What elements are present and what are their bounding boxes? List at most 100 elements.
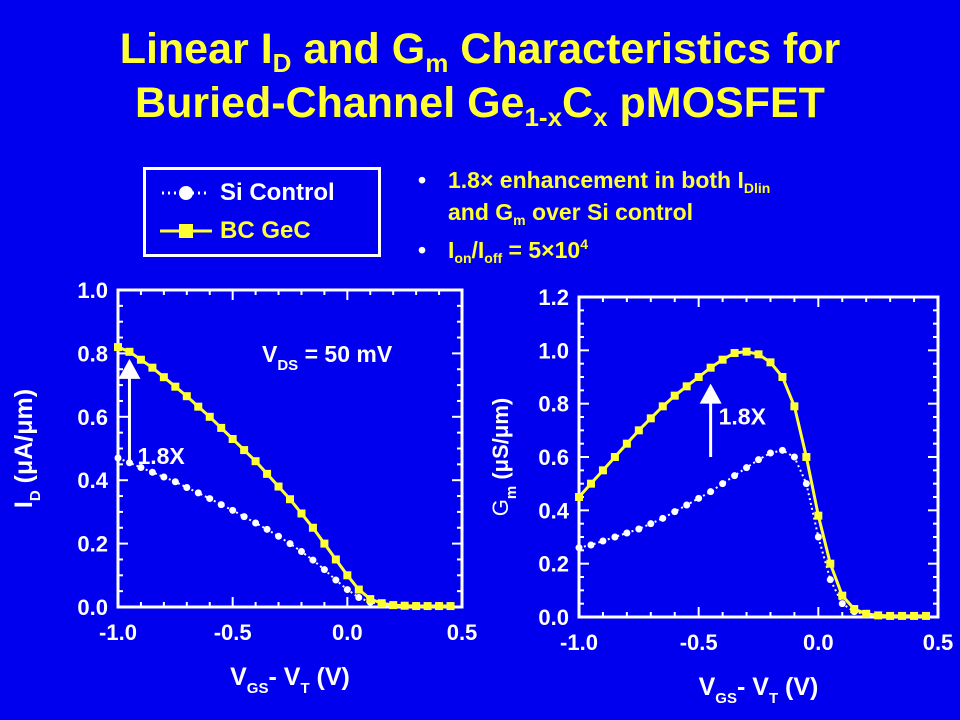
- y-tick-label: 0.4: [538, 498, 569, 523]
- bullet-enhancement: • 1.8× enhancement in both IDlin and Gm …: [418, 164, 948, 228]
- si-point: [217, 501, 225, 509]
- si-point: [695, 494, 703, 502]
- bc-point: [838, 591, 847, 600]
- bc-point: [646, 414, 655, 423]
- bc-point: [194, 402, 203, 411]
- bc-point: [343, 571, 352, 580]
- si-point: [719, 480, 727, 488]
- si-point: [766, 449, 774, 457]
- si-point: [599, 537, 607, 545]
- bullet-text: over Si control: [525, 199, 694, 225]
- bc-point: [682, 382, 691, 391]
- bc-point: [814, 511, 823, 520]
- bc-point: [670, 391, 679, 400]
- si-point: [286, 540, 294, 548]
- si-point: [755, 456, 762, 464]
- si-point: [125, 459, 133, 467]
- bc-point: [742, 347, 751, 356]
- legend-item-bc: BC GeC: [158, 216, 378, 246]
- si-point: [206, 495, 214, 503]
- bc-point: [148, 363, 157, 372]
- bc-point: [366, 595, 375, 604]
- bc-point: [898, 611, 907, 620]
- si-point: [623, 529, 631, 537]
- si-point: [647, 520, 655, 528]
- legend-label-bc: BC GeC: [220, 217, 311, 244]
- si-point: [790, 453, 798, 461]
- si-point: [611, 533, 619, 541]
- title-text: pMOSFET: [607, 79, 825, 127]
- bc-point: [802, 453, 811, 461]
- title-line-2: Buried-Channel Ge1-xCx pMOSFET: [0, 76, 960, 130]
- si-point: [355, 593, 363, 601]
- bc-point: [171, 382, 180, 391]
- y-tick-label: 0.4: [77, 468, 108, 493]
- y-tick-label: 1.2: [538, 285, 569, 310]
- bullet-superscript: 4: [580, 236, 588, 252]
- si-point: [332, 576, 340, 584]
- x-tick-label: -0.5: [680, 630, 718, 655]
- bullet-text: and G: [448, 199, 514, 225]
- bullet-list: • 1.8× enhancement in both IDlin and Gm …: [418, 164, 948, 266]
- si-point: [320, 566, 328, 574]
- bc-point: [706, 363, 715, 372]
- x-tick-label: 0.5: [447, 620, 478, 645]
- si-point: [635, 525, 643, 533]
- bc-point: [297, 509, 306, 518]
- bc-point: [622, 439, 631, 448]
- title-subscript: 1-x: [524, 102, 563, 132]
- si-point: [707, 488, 715, 496]
- bc-point: [446, 602, 455, 611]
- si-point: [826, 576, 834, 584]
- bc-point: [778, 373, 787, 381]
- y-tick-label: 0.0: [538, 605, 569, 630]
- bc-point: [922, 611, 931, 620]
- bullet-highlight: 1.8×: [448, 167, 494, 193]
- y-axis-label: ID (μA/μm): [10, 389, 44, 508]
- bullet-text: = 5×10: [502, 237, 581, 263]
- si-point: [659, 514, 667, 522]
- bc-marker-icon: [160, 224, 212, 238]
- bc-point: [354, 585, 363, 594]
- bullet-subscript: on: [454, 250, 472, 266]
- title-text: and G: [291, 25, 426, 73]
- title-subscript: D: [272, 48, 292, 78]
- bc-point: [850, 605, 859, 613]
- bc-point: [125, 347, 134, 356]
- y-tick-label: 0.2: [538, 552, 569, 577]
- si-point: [275, 532, 283, 540]
- bc-point: [610, 453, 619, 461]
- si-point: [671, 508, 679, 516]
- bc-point: [331, 555, 340, 564]
- x-axis-label: VGS- VT (V): [699, 673, 819, 707]
- bc-point: [228, 434, 237, 443]
- si-point: [575, 544, 583, 552]
- legend-label-si: Si Control: [220, 179, 335, 206]
- arrow-up-icon: [118, 358, 141, 379]
- si-point: [183, 483, 191, 491]
- arrow-up-icon: [699, 383, 722, 404]
- si-point: [240, 513, 248, 521]
- bullet-subscript: off: [484, 250, 503, 266]
- bc-point: [114, 343, 122, 352]
- si-point: [731, 472, 739, 480]
- bc-point: [263, 469, 272, 478]
- bc-point: [286, 495, 294, 504]
- bc-point: [658, 402, 667, 411]
- bc-point: [412, 602, 421, 611]
- y-tick-label: 0.8: [77, 341, 108, 366]
- si-point: [343, 586, 351, 594]
- si-point: [802, 480, 810, 488]
- bc-point: [320, 539, 329, 548]
- bullet-dot: •: [418, 167, 427, 193]
- title-text: C: [562, 79, 594, 127]
- bc-point: [790, 402, 799, 411]
- x-axis-label: VGS- VT (V): [230, 663, 350, 697]
- bc-point: [240, 446, 249, 455]
- y-tick-label: 0.2: [77, 532, 108, 557]
- bc-point: [910, 611, 919, 620]
- si-point: [171, 478, 179, 486]
- x-tick-label: -0.5: [214, 620, 252, 645]
- vds-annotation: VDS = 50 mV: [262, 341, 393, 374]
